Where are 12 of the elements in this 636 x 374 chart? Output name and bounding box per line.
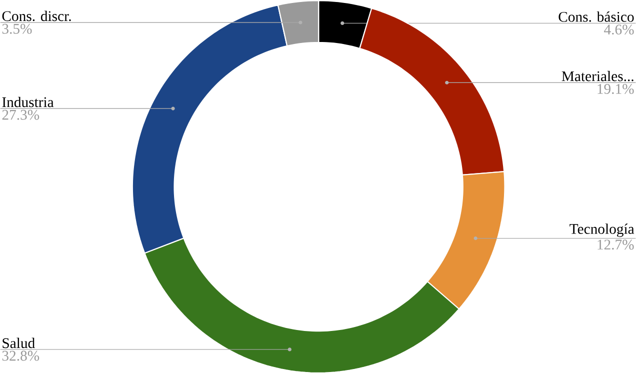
slice-label: Salud <box>2 338 35 348</box>
data-label: 32.8% <box>2 351 40 362</box>
slice-label: Cons. básico <box>558 12 634 22</box>
data-label: 12.7% <box>598 240 634 250</box>
data-label: 4.6% <box>604 24 634 35</box>
data-label: 27.3% <box>2 110 40 120</box>
slice-label: Industria <box>2 97 54 108</box>
slice-label: Tecnología <box>570 224 634 238</box>
data-label: 3.5% <box>2 24 32 34</box>
data-label: 19.1% <box>598 84 634 94</box>
slice-label: Materiales... <box>562 71 634 82</box>
slice-label: Cons. discr. <box>2 11 71 22</box>
